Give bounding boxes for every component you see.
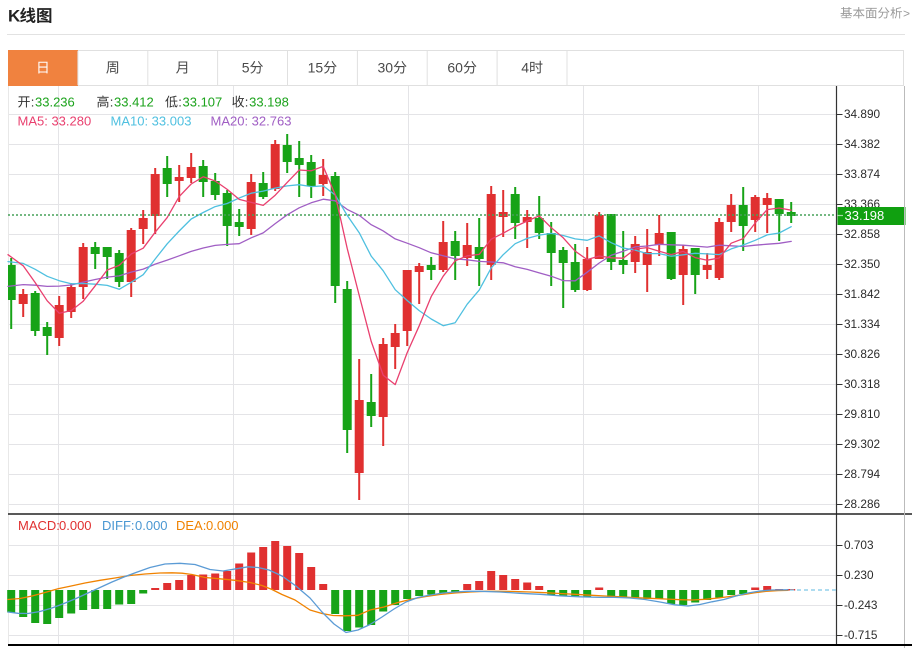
svg-text:>: > [903, 7, 910, 21]
svg-text:30.826: 30.826 [844, 347, 881, 361]
svg-text::: : [178, 95, 182, 110]
svg-text:28.286: 28.286 [844, 497, 881, 511]
svg-text::: : [245, 95, 249, 110]
svg-text:33.874: 33.874 [844, 167, 881, 181]
svg-text:0.000: 0.000 [135, 518, 168, 533]
svg-text:30.318: 30.318 [844, 377, 881, 391]
svg-text::: : [31, 95, 35, 110]
svg-text:33.198: 33.198 [249, 95, 289, 110]
svg-text:DEA:: DEA: [176, 518, 206, 533]
svg-text:-0.243: -0.243 [844, 598, 878, 612]
svg-text:29.810: 29.810 [844, 407, 881, 421]
svg-text:30: 30 [378, 60, 394, 76]
svg-text:33.236: 33.236 [35, 95, 75, 110]
svg-text:0.230: 0.230 [844, 568, 874, 582]
svg-text:28.794: 28.794 [844, 467, 881, 481]
svg-text::: : [110, 95, 114, 110]
svg-text:K: K [8, 7, 21, 26]
svg-text:DIFF:: DIFF: [102, 518, 135, 533]
svg-text:0.703: 0.703 [844, 538, 874, 552]
svg-text:31.842: 31.842 [844, 287, 880, 301]
svg-text:MA20: 32.763: MA20: 32.763 [211, 114, 292, 129]
svg-text:31.334: 31.334 [844, 317, 881, 331]
svg-text:33.107: 33.107 [183, 95, 223, 110]
svg-text:-0.715: -0.715 [844, 628, 878, 642]
svg-text:32.858: 32.858 [844, 227, 881, 241]
svg-text:15: 15 [308, 60, 324, 76]
svg-text:34.382: 34.382 [844, 137, 880, 151]
svg-text:29.302: 29.302 [844, 437, 880, 451]
svg-text:33.198: 33.198 [845, 208, 885, 223]
svg-text:MA5: 33.280: MA5: 33.280 [18, 114, 92, 129]
svg-text:4: 4 [521, 60, 529, 76]
svg-text:33.412: 33.412 [114, 95, 154, 110]
svg-text:60: 60 [447, 60, 463, 76]
svg-text:0.000: 0.000 [206, 518, 239, 533]
svg-text:5: 5 [242, 60, 250, 76]
svg-text:0.000: 0.000 [59, 518, 92, 533]
svg-text:32.350: 32.350 [844, 257, 881, 271]
svg-text:MACD:: MACD: [18, 518, 60, 533]
svg-text:MA10: 33.003: MA10: 33.003 [111, 114, 192, 129]
svg-text:34.890: 34.890 [844, 107, 881, 121]
